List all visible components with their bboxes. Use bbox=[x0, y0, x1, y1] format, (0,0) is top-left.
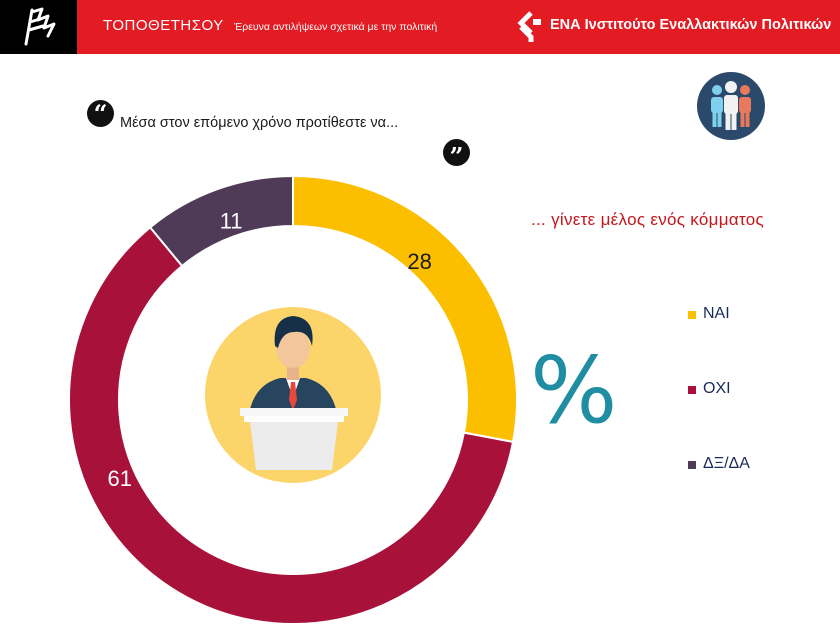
data-label-dkna: 11 bbox=[220, 208, 243, 233]
donut-chart: 28 61 11 bbox=[68, 174, 518, 625]
slice-dkna bbox=[148, 174, 294, 268]
header-bar: ΤΟΠΟΘΕΤΗΣΟΥ Έρευνα αντιλήψεων σχετικά με… bbox=[0, 0, 840, 54]
question-text: Μέσα στον επόμενο χρόνο προτίθεστε να... bbox=[120, 115, 399, 131]
legend-label-yes: ΝΑΙ bbox=[703, 305, 730, 322]
svg-text:”: ” bbox=[450, 142, 464, 166]
flag-logo-icon[interactable] bbox=[0, 0, 77, 54]
legend-item-yes: ΝΑΙ bbox=[688, 305, 828, 325]
legend-item-dkna: ΔΞ/ΔΑ bbox=[688, 455, 828, 475]
speaker-podium-icon bbox=[205, 307, 381, 483]
legend-label-no: ΟΧΙ bbox=[703, 380, 731, 397]
svg-text:“: “ bbox=[94, 100, 108, 127]
legend-swatch-dkna bbox=[688, 461, 696, 469]
quote-close-icon: ” bbox=[443, 139, 470, 166]
slice-no bbox=[68, 225, 515, 625]
org-name[interactable]: ΕΝΑ Ινστιτούτο Εναλλακτικών Πολιτικών bbox=[550, 17, 832, 33]
data-label-no: 61 bbox=[108, 466, 132, 491]
legend-item-no: ΟΧΙ bbox=[688, 380, 828, 400]
chart-subtitle: ... γίνετε μέλος ενός κόμματος bbox=[531, 210, 764, 229]
percent-symbol: % bbox=[530, 337, 618, 444]
quote-open-icon: “ bbox=[87, 100, 114, 127]
legend-swatch-no bbox=[688, 386, 696, 394]
people-group-icon bbox=[697, 72, 765, 145]
legend-label-dkna: ΔΞ/ΔΑ bbox=[703, 455, 750, 472]
header-tagline: Έρευνα αντιλήψεων σχετικά με την πολιτικ… bbox=[234, 21, 438, 33]
brand-name[interactable]: ΤΟΠΟΘΕΤΗΣΟΥ bbox=[103, 17, 224, 34]
data-label-yes: 28 bbox=[407, 249, 431, 274]
ena-logo-icon[interactable] bbox=[517, 11, 543, 48]
legend-swatch-yes bbox=[688, 311, 696, 319]
